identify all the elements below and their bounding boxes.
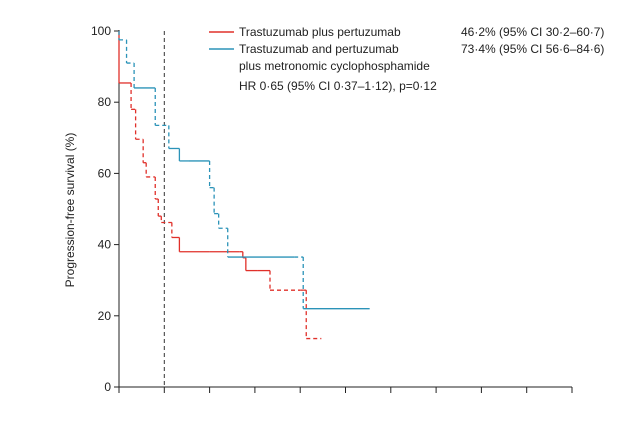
legend-label-1: Trastuzumab plus pertuzumab [239, 25, 401, 39]
y-tick-label: 0 [104, 380, 111, 394]
legend-stat-2: 73·4% (95% CI 56·6–84·6) [461, 42, 604, 56]
legend-label-2-line2: plus metronomic cyclophosphamide [239, 59, 430, 73]
y-tick-label: 20 [98, 309, 112, 323]
x-axis-ticks [118, 387, 573, 393]
y-tick-label: 100 [91, 24, 111, 38]
y-axis-title: Progression-free survival (%) [63, 133, 77, 288]
y-tick-label: 40 [98, 238, 112, 252]
y-tick-label: 60 [98, 166, 112, 180]
hazard-ratio-annotation: HR 0·65 (95% CI 0·37–1·12), p=0·12 [239, 79, 437, 93]
series-2 [118, 31, 370, 310]
series-1 [118, 31, 322, 340]
y-tick-label: 80 [98, 95, 112, 109]
legend-stat-1: 46·2% (95% CI 30·2–60·7) [461, 25, 604, 39]
series-layer [118, 31, 370, 340]
y-axis-ticks: 0 20 40 60 80 100 [91, 24, 119, 394]
legend: Trastuzumab plus pertuzumab 46·2% (95% C… [209, 25, 604, 93]
legend-label-2: Trastuzumab and pertuzumab [239, 42, 399, 56]
